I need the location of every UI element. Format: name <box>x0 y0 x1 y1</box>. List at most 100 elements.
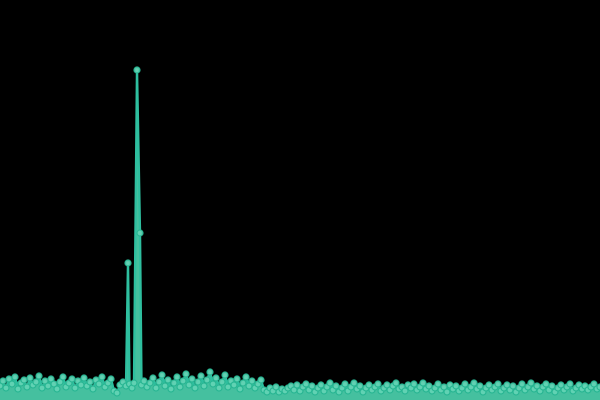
data-point-marker <box>356 382 364 390</box>
data-point-marker <box>239 379 247 387</box>
data-point-marker <box>272 383 280 391</box>
data-point-marker <box>53 385 61 393</box>
data-point-marker <box>23 383 31 391</box>
series-line <box>0 68 600 395</box>
data-point-marker <box>302 380 310 388</box>
data-point-marker <box>215 384 223 392</box>
data-point-marker <box>203 376 211 384</box>
data-point-marker <box>548 382 556 390</box>
data-point-marker <box>71 384 79 392</box>
data-point-marker <box>509 382 517 390</box>
data-point-marker <box>194 378 202 386</box>
data-point-marker <box>365 381 373 389</box>
data-point-marker <box>476 382 484 390</box>
data-point-marker <box>38 384 46 392</box>
data-point-marker <box>136 229 144 237</box>
data-point-marker <box>158 371 166 379</box>
data-point-marker <box>293 381 301 389</box>
data-point-marker <box>470 379 478 387</box>
data-point-marker <box>566 380 574 388</box>
data-point-marker <box>149 374 157 382</box>
data-point-marker <box>197 372 205 380</box>
data-point-marker <box>443 388 451 396</box>
data-point-marker <box>452 382 460 390</box>
data-point-marker <box>56 378 64 386</box>
data-point-marker <box>248 377 256 385</box>
data-point-marker <box>191 384 199 392</box>
data-point-marker <box>440 383 448 391</box>
data-point-marker <box>161 382 169 390</box>
data-point-marker <box>230 381 238 389</box>
data-point-marker <box>425 382 433 390</box>
data-point-marker <box>350 379 358 387</box>
data-point-marker <box>188 375 196 383</box>
data-point-marker <box>20 376 28 384</box>
data-point-marker <box>179 377 187 385</box>
data-point-marker <box>35 372 43 380</box>
series-markers <box>0 66 600 397</box>
data-point-marker <box>200 382 208 390</box>
data-point-marker <box>124 259 132 267</box>
data-point-marker <box>485 381 493 389</box>
data-point-marker <box>14 385 22 393</box>
data-point-marker <box>341 380 349 388</box>
data-point-marker <box>130 379 138 387</box>
data-point-marker <box>80 374 88 382</box>
data-point-marker <box>374 380 382 388</box>
data-point-marker <box>11 373 19 381</box>
data-point-marker <box>332 382 340 390</box>
data-point-marker <box>5 375 13 383</box>
data-point-marker <box>233 375 241 383</box>
data-point-marker <box>419 379 427 387</box>
data-point-marker <box>176 383 184 391</box>
data-point-marker <box>434 380 442 388</box>
data-point-marker <box>308 382 316 390</box>
data-point-marker <box>32 378 40 386</box>
data-point-marker <box>185 381 193 389</box>
data-point-marker <box>212 374 220 382</box>
data-point-marker <box>59 373 67 381</box>
data-point-marker <box>89 385 97 393</box>
data-point-marker <box>0 377 7 385</box>
data-point-marker <box>182 370 190 378</box>
data-point-marker <box>326 379 334 387</box>
data-point-marker <box>113 389 121 397</box>
data-point-marker <box>152 384 160 392</box>
data-point-marker <box>95 380 103 388</box>
data-point-marker <box>557 381 565 389</box>
data-point-marker <box>2 384 10 392</box>
data-point-marker <box>461 380 469 388</box>
data-point-marker <box>155 378 163 386</box>
data-point-marker <box>245 382 253 390</box>
data-point-marker <box>392 379 400 387</box>
data-point-marker <box>494 380 502 388</box>
data-point-marker <box>224 383 232 391</box>
data-point-marker <box>26 374 34 382</box>
data-point-marker <box>221 371 229 379</box>
data-point-marker <box>41 377 49 385</box>
data-point-marker <box>140 377 148 385</box>
data-point-marker <box>8 380 16 388</box>
data-point-marker <box>410 380 418 388</box>
data-point-marker <box>173 373 181 381</box>
data-point-marker <box>98 373 106 381</box>
data-point-marker <box>401 387 409 395</box>
data-point-marker <box>218 378 226 386</box>
data-point-marker <box>317 381 325 389</box>
data-point-marker <box>257 376 265 384</box>
data-point-marker <box>50 380 58 388</box>
data-point-marker <box>209 380 217 388</box>
data-point-marker <box>107 375 115 383</box>
data-point-marker <box>47 375 55 383</box>
data-point-marker <box>236 385 244 393</box>
data-point-marker <box>146 379 154 387</box>
data-point-marker <box>77 381 85 389</box>
data-point-marker <box>167 385 175 393</box>
data-point-marker <box>527 379 535 387</box>
data-point-marker <box>170 379 178 387</box>
data-point-marker <box>68 375 76 383</box>
data-point-marker <box>590 380 598 388</box>
data-point-marker <box>596 383 600 391</box>
